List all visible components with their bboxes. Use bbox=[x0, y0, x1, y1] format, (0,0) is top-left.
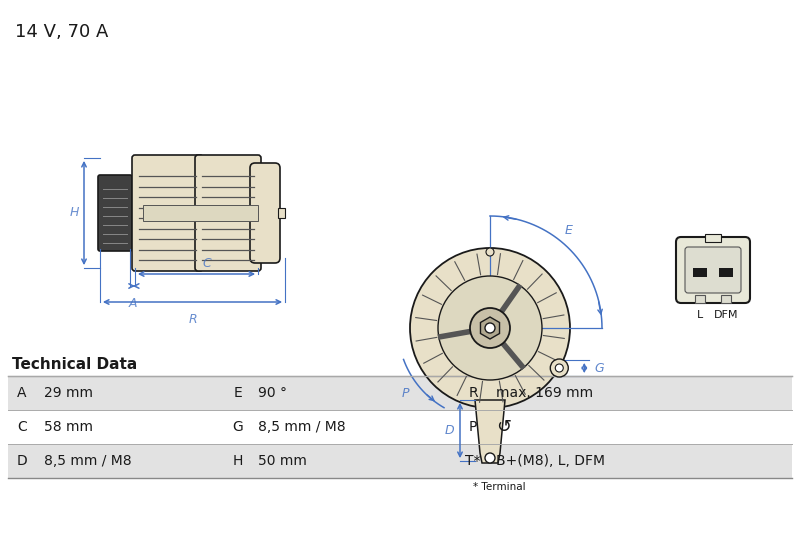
Text: 29 mm: 29 mm bbox=[44, 386, 93, 400]
FancyBboxPatch shape bbox=[195, 155, 261, 271]
Text: ↺: ↺ bbox=[496, 418, 511, 436]
Circle shape bbox=[438, 276, 542, 380]
Text: P: P bbox=[402, 387, 410, 400]
Bar bbox=[695, 295, 705, 303]
Bar bbox=[8, 410, 792, 444]
Bar bbox=[143, 205, 258, 221]
Text: G: G bbox=[233, 420, 243, 434]
Text: DFM: DFM bbox=[714, 310, 738, 320]
Circle shape bbox=[555, 364, 563, 372]
Bar bbox=[693, 268, 707, 277]
Circle shape bbox=[550, 359, 568, 377]
Text: 14 V, 70 A: 14 V, 70 A bbox=[15, 23, 108, 41]
Text: P: P bbox=[469, 420, 477, 434]
Text: Technical Data: Technical Data bbox=[12, 357, 138, 372]
Bar bbox=[705, 234, 721, 242]
Polygon shape bbox=[481, 317, 499, 339]
Text: max. 169 mm: max. 169 mm bbox=[496, 386, 593, 400]
FancyBboxPatch shape bbox=[132, 155, 203, 271]
Text: 50 mm: 50 mm bbox=[258, 454, 307, 468]
Text: A: A bbox=[18, 386, 26, 400]
Text: H: H bbox=[70, 206, 78, 220]
Bar bbox=[8, 376, 792, 410]
FancyBboxPatch shape bbox=[685, 247, 741, 293]
Text: T*: T* bbox=[466, 454, 481, 468]
FancyBboxPatch shape bbox=[676, 237, 750, 303]
Text: L: L bbox=[697, 310, 703, 320]
FancyBboxPatch shape bbox=[250, 163, 280, 263]
Text: A: A bbox=[128, 297, 137, 310]
Polygon shape bbox=[475, 400, 505, 463]
Text: H: H bbox=[233, 454, 243, 468]
Text: 8,5 mm / M8: 8,5 mm / M8 bbox=[44, 454, 132, 468]
Bar bbox=[278, 208, 285, 218]
Text: C: C bbox=[17, 420, 27, 434]
Text: G: G bbox=[594, 361, 604, 375]
Text: 8,5 mm / M8: 8,5 mm / M8 bbox=[258, 420, 346, 434]
Text: E: E bbox=[234, 386, 242, 400]
Circle shape bbox=[485, 323, 495, 333]
FancyBboxPatch shape bbox=[98, 175, 132, 251]
Bar bbox=[719, 268, 733, 277]
Circle shape bbox=[470, 308, 510, 348]
Text: 90 °: 90 ° bbox=[258, 386, 287, 400]
Text: D: D bbox=[17, 454, 27, 468]
Text: * Terminal: * Terminal bbox=[473, 482, 526, 492]
Text: D: D bbox=[444, 424, 454, 437]
Circle shape bbox=[410, 248, 570, 408]
Text: C: C bbox=[202, 257, 211, 270]
Text: E: E bbox=[564, 224, 572, 237]
Text: B+(M8), L, DFM: B+(M8), L, DFM bbox=[496, 454, 605, 468]
Bar bbox=[8, 444, 792, 478]
Text: R: R bbox=[188, 313, 197, 326]
Text: R: R bbox=[468, 386, 478, 400]
Circle shape bbox=[485, 453, 495, 463]
Circle shape bbox=[486, 248, 494, 256]
Bar bbox=[721, 295, 731, 303]
Text: 58 mm: 58 mm bbox=[44, 420, 93, 434]
